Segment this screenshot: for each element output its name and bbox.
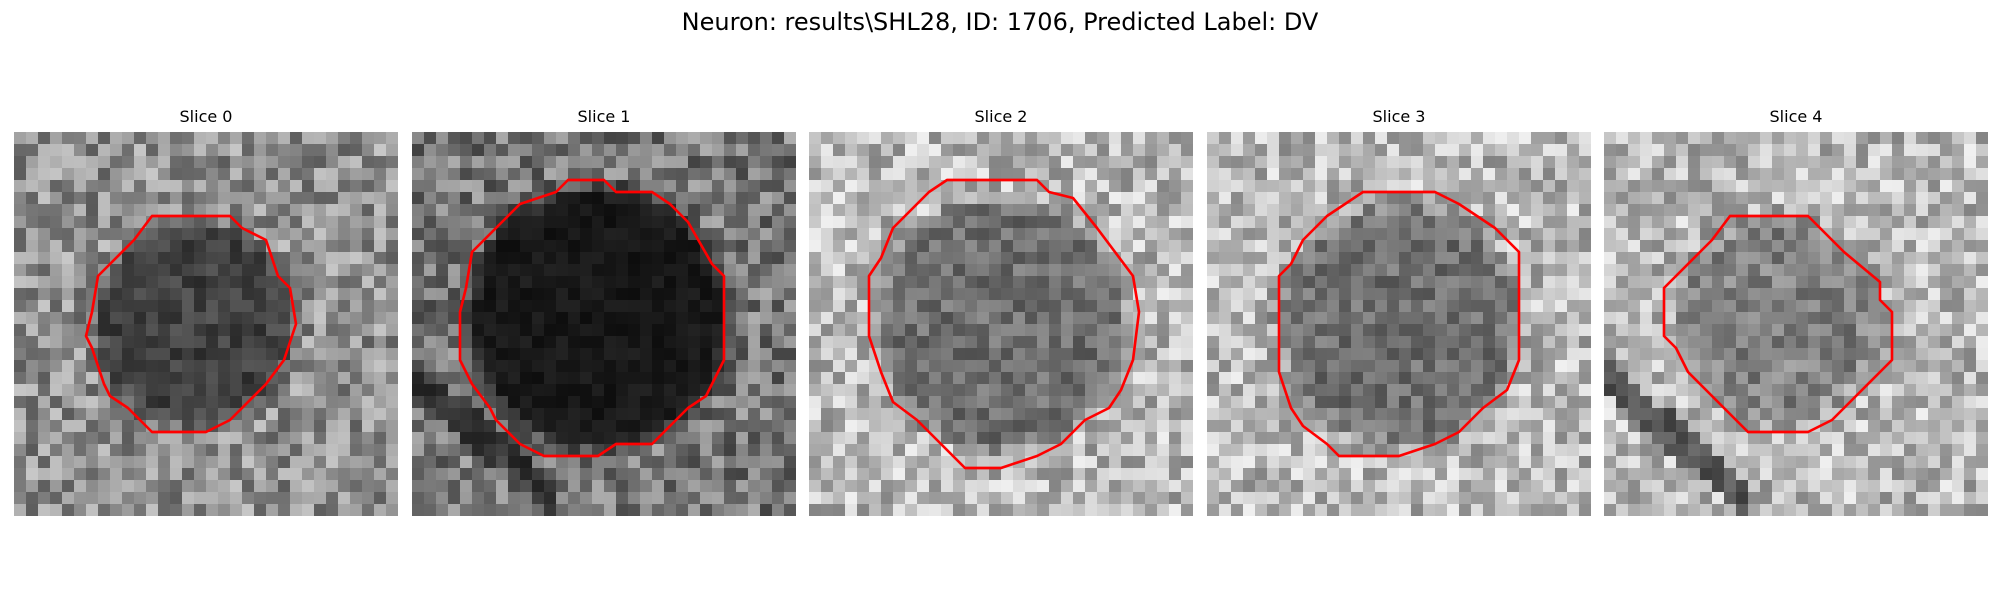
figure-title: Neuron: results\SHL28, ID: 1706, Predict… (681, 8, 1319, 36)
slice-image (809, 132, 1193, 516)
slice-image (14, 132, 398, 516)
slice-panel-0: Slice 0 (14, 106, 398, 516)
neuron-contour (1662, 214, 1894, 434)
slice-panel-3: Slice 3 (1207, 106, 1591, 516)
slice-image (412, 132, 796, 516)
slice-image (1604, 132, 1988, 516)
slice-title: Slice 4 (1769, 107, 1823, 126)
slice-image (1207, 132, 1591, 516)
slice-title: Slice 1 (577, 107, 631, 126)
slice-title: Slice 3 (1372, 107, 1426, 126)
neuron-contour (84, 214, 298, 434)
neuron-contour (1277, 190, 1521, 458)
slice-panel-2: Slice 2 (809, 106, 1193, 516)
slice-panel-1: Slice 1 (412, 106, 796, 516)
slice-title: Slice 2 (974, 107, 1028, 126)
slice-panel-4: Slice 4 (1604, 106, 1988, 516)
slice-title: Slice 0 (179, 107, 233, 126)
neuron-contour (458, 178, 726, 458)
neuron-contour (867, 178, 1141, 470)
